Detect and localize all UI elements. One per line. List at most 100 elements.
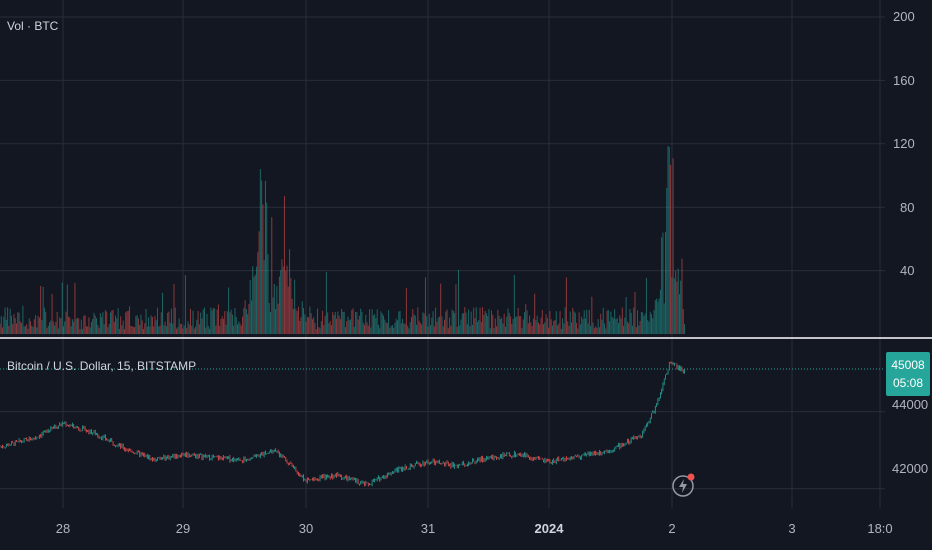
volume-bar bbox=[600, 313, 602, 334]
volume-bar bbox=[101, 317, 103, 334]
volume-bar bbox=[320, 321, 322, 334]
volume-bar bbox=[591, 296, 593, 334]
volume-bar bbox=[96, 318, 98, 334]
volume-bar bbox=[567, 321, 569, 334]
grid-lines bbox=[0, 0, 885, 508]
volume-bar bbox=[609, 321, 611, 334]
volume-bar bbox=[663, 303, 665, 334]
volume-bar bbox=[455, 284, 457, 334]
volume-bar bbox=[283, 196, 285, 334]
volume-bar bbox=[433, 326, 435, 334]
volume-bar bbox=[530, 322, 532, 334]
volume-bar bbox=[400, 323, 402, 334]
volume-bar bbox=[211, 310, 213, 334]
volume-bar bbox=[226, 311, 228, 334]
volume-bar bbox=[343, 311, 345, 334]
volume-bar bbox=[485, 313, 487, 334]
volume-bar bbox=[112, 309, 114, 334]
volume-bar bbox=[553, 320, 555, 334]
volume-bar bbox=[656, 298, 658, 334]
volume-bar bbox=[21, 322, 23, 334]
volume-bar bbox=[195, 326, 197, 334]
volume-bar bbox=[191, 325, 193, 334]
volume-bar bbox=[93, 312, 95, 334]
volume-bar bbox=[666, 187, 668, 334]
volume-bar bbox=[639, 321, 641, 334]
volume-bar bbox=[210, 307, 212, 334]
volume-bar bbox=[172, 323, 174, 334]
volume-bar bbox=[261, 180, 263, 334]
volume-bar bbox=[475, 307, 477, 334]
volume-bar bbox=[630, 312, 632, 334]
volume-bar bbox=[657, 301, 659, 334]
vol-tick-160: 160 bbox=[893, 73, 915, 88]
volume-bar bbox=[299, 320, 301, 334]
volume-bar bbox=[658, 298, 660, 334]
volume-bar bbox=[560, 329, 562, 334]
volume-bar bbox=[338, 315, 340, 334]
volume-bar bbox=[422, 312, 424, 334]
volume-bar bbox=[607, 310, 609, 334]
volume-bar bbox=[564, 307, 566, 334]
volume-bar bbox=[407, 325, 409, 334]
volume-bar bbox=[671, 277, 673, 334]
volume-bar bbox=[209, 328, 211, 334]
volume-bar bbox=[130, 325, 132, 334]
volume-bar bbox=[376, 309, 378, 334]
alert-lightning-icon[interactable] bbox=[671, 472, 697, 498]
volume-bar bbox=[229, 312, 231, 334]
volume-bar bbox=[250, 300, 252, 334]
volume-bar bbox=[188, 324, 190, 334]
volume-bar bbox=[328, 323, 330, 334]
volume-bar bbox=[235, 317, 237, 334]
volume-bar bbox=[527, 323, 529, 334]
volume-bar bbox=[390, 325, 392, 334]
volume-bar bbox=[9, 308, 11, 334]
volume-bar bbox=[510, 316, 512, 334]
volume-bar bbox=[52, 321, 54, 334]
volume-bar bbox=[412, 309, 414, 334]
volume-bar bbox=[2, 327, 4, 334]
volume-bar bbox=[215, 325, 217, 334]
volume-bar bbox=[562, 318, 564, 334]
volume-bar bbox=[493, 327, 495, 334]
volume-bar bbox=[569, 311, 571, 334]
volume-bar bbox=[38, 317, 40, 334]
volume-bar bbox=[565, 277, 567, 334]
volume-bar bbox=[431, 317, 433, 334]
volume-bar bbox=[305, 321, 307, 334]
volume-bar bbox=[637, 310, 639, 334]
volume-bar bbox=[221, 316, 223, 334]
volume-bar bbox=[595, 326, 597, 334]
volume-bar bbox=[490, 310, 492, 334]
volume-bar bbox=[496, 326, 498, 334]
volume-bar bbox=[576, 322, 578, 334]
volume-bar bbox=[74, 282, 76, 334]
volume-bar bbox=[554, 320, 556, 334]
volume-bar bbox=[502, 323, 504, 334]
x-tick-31: 31 bbox=[420, 521, 436, 536]
volume-bar bbox=[521, 328, 523, 334]
volume-bar bbox=[140, 314, 142, 334]
volume-bar bbox=[465, 312, 467, 334]
volume-bar bbox=[83, 315, 85, 334]
volume-bar bbox=[447, 328, 449, 334]
volume-bar bbox=[285, 270, 287, 334]
volume-bar bbox=[41, 320, 43, 334]
volume-bar bbox=[244, 300, 246, 334]
volume-bar bbox=[310, 313, 312, 334]
volume-bar bbox=[115, 315, 117, 334]
volume-bar bbox=[596, 327, 598, 334]
volume-bar bbox=[454, 313, 456, 334]
volume-bar bbox=[572, 308, 574, 334]
volume-bar bbox=[315, 329, 317, 334]
volume-bar bbox=[581, 316, 583, 334]
volume-bar bbox=[33, 319, 35, 334]
volume-bar bbox=[304, 314, 306, 334]
volume-bar bbox=[43, 307, 45, 334]
volume-bar bbox=[537, 322, 539, 334]
volume-bar bbox=[611, 316, 613, 334]
volume-bar bbox=[365, 314, 367, 334]
volume-bar bbox=[329, 320, 331, 334]
